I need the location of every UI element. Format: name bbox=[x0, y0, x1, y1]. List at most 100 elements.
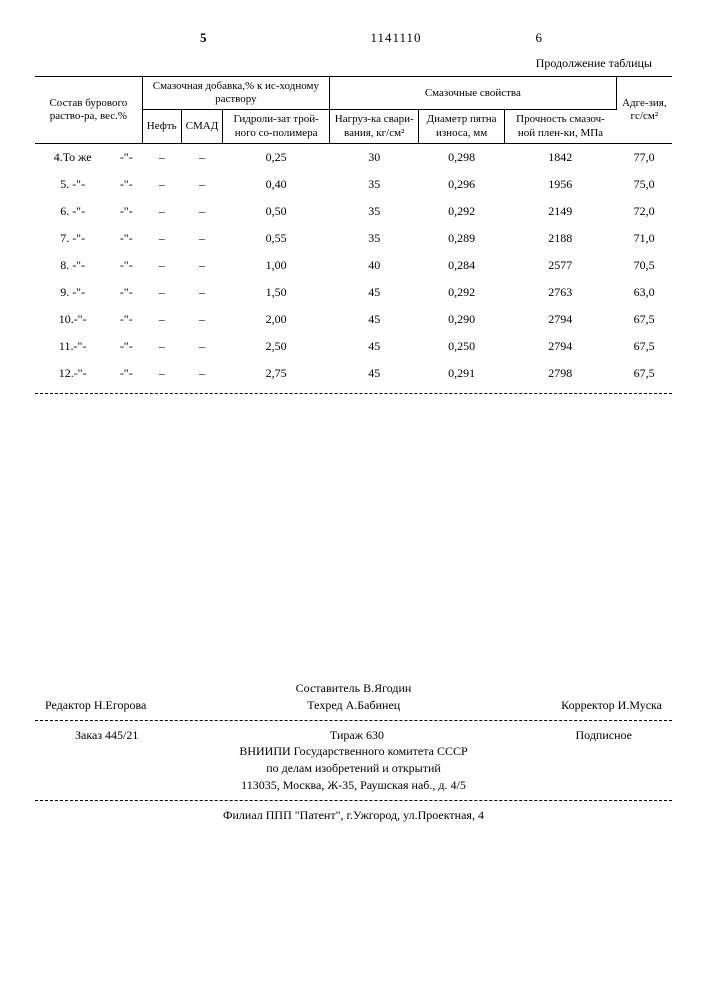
cell-smad: – bbox=[181, 360, 223, 387]
cell-diameter: 0,250 bbox=[419, 333, 504, 360]
techred: Техред А.Бабинец bbox=[307, 697, 400, 714]
cell-load: 45 bbox=[330, 306, 419, 333]
table-row: 7. -"--"-––0,55350,289218871,0 bbox=[35, 225, 672, 252]
cell-strength: 2798 bbox=[504, 360, 616, 387]
cell-strength: 1956 bbox=[504, 171, 616, 198]
cell-hydrolyzate: 0,40 bbox=[223, 171, 330, 198]
compiler: Составитель В.Ягодин bbox=[35, 680, 672, 697]
corrector: Корректор И.Муска bbox=[561, 697, 662, 714]
address-1: 113035, Москва, Ж-35, Раушская наб., д. … bbox=[35, 777, 672, 794]
row-sub: -"- bbox=[110, 333, 142, 360]
row-label: 11.-"- bbox=[35, 333, 110, 360]
row-sub: -"- bbox=[110, 143, 142, 171]
cell-neft: – bbox=[142, 143, 181, 171]
cell-smad: – bbox=[181, 198, 223, 225]
table-continuation-label: Продолжение таблицы bbox=[35, 56, 652, 71]
cell-neft: – bbox=[142, 279, 181, 306]
row-label: 7. -"- bbox=[35, 225, 110, 252]
page-num-right: 6 bbox=[536, 30, 543, 46]
header-hydrolyzate: Гидроли-зат трой-ного со-полимера bbox=[223, 110, 330, 143]
editor: Редактор Н.Егорова bbox=[45, 697, 146, 714]
cell-hydrolyzate: 2,75 bbox=[223, 360, 330, 387]
cell-load: 35 bbox=[330, 171, 419, 198]
page-header: 5 1141110 6 bbox=[35, 30, 672, 46]
cell-neft: – bbox=[142, 306, 181, 333]
cell-neft: – bbox=[142, 225, 181, 252]
table-row: 12.-"--"-––2,75450,291279867,5 bbox=[35, 360, 672, 387]
cell-load: 35 bbox=[330, 225, 419, 252]
table-row: 6. -"--"-––0,50350,292214972,0 bbox=[35, 198, 672, 225]
cell-smad: – bbox=[181, 225, 223, 252]
cell-neft: – bbox=[142, 171, 181, 198]
header-neft: Нефть bbox=[142, 110, 181, 143]
cell-hydrolyzate: 1,50 bbox=[223, 279, 330, 306]
row-label: 4.То же bbox=[35, 143, 110, 171]
cell-smad: – bbox=[181, 306, 223, 333]
colophon: Составитель В.Ягодин Редактор Н.Егорова … bbox=[35, 680, 672, 824]
cell-diameter: 0,296 bbox=[419, 171, 504, 198]
table-row: 11.-"--"-––2,50450,250279467,5 bbox=[35, 333, 672, 360]
cell-hydrolyzate: 2,50 bbox=[223, 333, 330, 360]
row-sub: -"- bbox=[110, 198, 142, 225]
page-num-left: 5 bbox=[200, 30, 207, 46]
tirage: Тираж 630 bbox=[330, 727, 384, 744]
cell-hydrolyzate: 0,55 bbox=[223, 225, 330, 252]
header-smad: СМАД bbox=[181, 110, 223, 143]
header-adhesion: Адге-зия, гс/см² bbox=[616, 77, 672, 144]
row-label: 6. -"- bbox=[35, 198, 110, 225]
cell-adhesion: 71,0 bbox=[616, 225, 672, 252]
row-label: 8. -"- bbox=[35, 252, 110, 279]
table-row: 9. -"--"-––1,50450,292276363,0 bbox=[35, 279, 672, 306]
cell-diameter: 0,290 bbox=[419, 306, 504, 333]
row-label: 9. -"- bbox=[35, 279, 110, 306]
cell-strength: 1842 bbox=[504, 143, 616, 171]
cell-smad: – bbox=[181, 143, 223, 171]
table-row: 8. -"--"-––1,00400,284257770,5 bbox=[35, 252, 672, 279]
cell-load: 45 bbox=[330, 333, 419, 360]
cell-diameter: 0,291 bbox=[419, 360, 504, 387]
cell-diameter: 0,298 bbox=[419, 143, 504, 171]
cell-load: 40 bbox=[330, 252, 419, 279]
row-sub: -"- bbox=[110, 360, 142, 387]
cell-adhesion: 77,0 bbox=[616, 143, 672, 171]
cell-adhesion: 63,0 bbox=[616, 279, 672, 306]
cell-smad: – bbox=[181, 171, 223, 198]
table-row: 5. -"--"-––0,40350,296195675,0 bbox=[35, 171, 672, 198]
cell-smad: – bbox=[181, 252, 223, 279]
document-number: 1141110 bbox=[370, 30, 421, 46]
cell-strength: 2794 bbox=[504, 333, 616, 360]
cell-strength: 2149 bbox=[504, 198, 616, 225]
cell-neft: – bbox=[142, 252, 181, 279]
cell-load: 45 bbox=[330, 279, 419, 306]
cell-strength: 2188 bbox=[504, 225, 616, 252]
header-properties-group: Смазочные свойства bbox=[330, 77, 617, 110]
organization-2: по делам изобретений и открытий bbox=[35, 760, 672, 777]
cell-neft: – bbox=[142, 333, 181, 360]
table-row: 4.То же-"-––0,25300,298184277,0 bbox=[35, 143, 672, 171]
cell-strength: 2794 bbox=[504, 306, 616, 333]
cell-adhesion: 67,5 bbox=[616, 333, 672, 360]
header-load: Нагруз-ка свари-вания, кг/см² bbox=[330, 110, 419, 143]
header-strength: Прочность смазоч-ной плен-ки, МПа bbox=[504, 110, 616, 143]
cell-diameter: 0,289 bbox=[419, 225, 504, 252]
cell-load: 30 bbox=[330, 143, 419, 171]
cell-adhesion: 67,5 bbox=[616, 360, 672, 387]
row-sub: -"- bbox=[110, 225, 142, 252]
row-label: 12.-"- bbox=[35, 360, 110, 387]
cell-load: 35 bbox=[330, 198, 419, 225]
cell-hydrolyzate: 0,50 bbox=[223, 198, 330, 225]
cell-diameter: 0,284 bbox=[419, 252, 504, 279]
header-composition: Состав бурового раство-ра, вес.% bbox=[35, 77, 142, 144]
cell-diameter: 0,292 bbox=[419, 198, 504, 225]
row-sub: -"- bbox=[110, 252, 142, 279]
table-row: 10.-"--"-––2,00450,290279467,5 bbox=[35, 306, 672, 333]
signed: Подписное bbox=[576, 727, 633, 744]
branch: Филиал ППП "Патент", г.Ужгород, ул.Проек… bbox=[35, 807, 672, 824]
data-table: Состав бурового раство-ра, вес.% Смазочн… bbox=[35, 76, 672, 387]
cell-strength: 2763 bbox=[504, 279, 616, 306]
cell-neft: – bbox=[142, 198, 181, 225]
cell-hydrolyzate: 0,25 bbox=[223, 143, 330, 171]
cell-adhesion: 72,0 bbox=[616, 198, 672, 225]
row-label: 10.-"- bbox=[35, 306, 110, 333]
organization-1: ВНИИПИ Государственного комитета СССР bbox=[35, 743, 672, 760]
